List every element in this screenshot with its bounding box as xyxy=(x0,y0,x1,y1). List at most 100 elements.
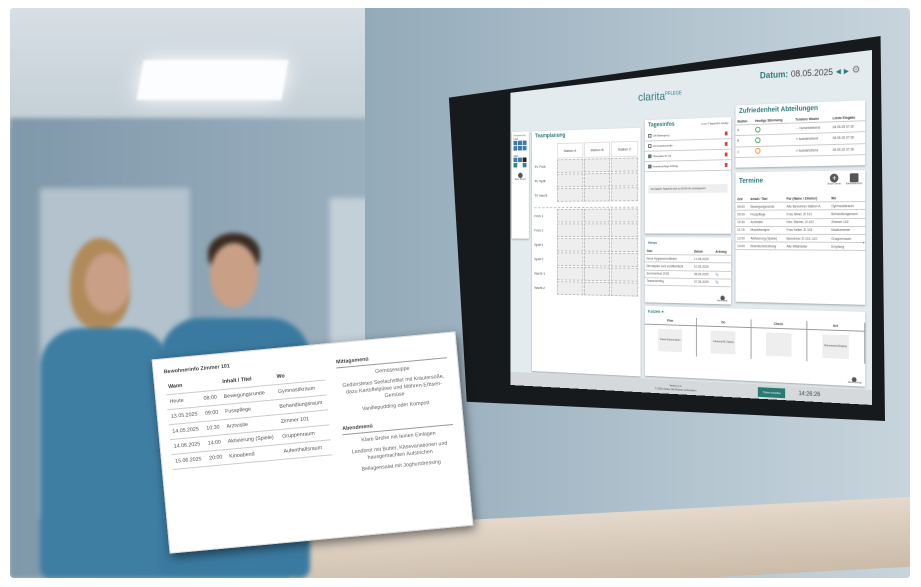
assignment-slot[interactable] xyxy=(583,172,611,187)
kaizen-column: Check xyxy=(751,319,808,362)
shift-row-label: Früh 1 xyxy=(534,209,556,223)
assignment-slot[interactable] xyxy=(556,252,583,267)
avatars-early[interactable] xyxy=(513,140,527,151)
table-cell: 08.05.25 07:30 xyxy=(830,132,866,145)
column-label: Wann xyxy=(167,382,183,391)
assignment-slot[interactable] xyxy=(556,208,583,223)
assignment-slot[interactable] xyxy=(556,223,583,238)
assignment-slot[interactable] xyxy=(611,208,639,223)
checkbox[interactable] xyxy=(648,134,652,138)
scroll-arrows-icon[interactable]: ↕ xyxy=(862,239,865,245)
assignment-slot[interactable] xyxy=(611,157,639,172)
delete-icon[interactable] xyxy=(724,152,728,157)
assignment-slot[interactable] xyxy=(611,223,639,238)
kaizen-card[interactable]: Anleitung Mtl. Zugang xyxy=(711,330,736,355)
new-appointment-label: Neuer Termin xyxy=(827,182,842,186)
table-row[interactable]: C ↗ Aufwärtstrend 08.05.25 07:30 xyxy=(735,143,866,158)
assignment-slot[interactable] xyxy=(611,172,639,187)
task-label: GR Bewegung xyxy=(652,133,670,138)
delete-icon[interactable] xyxy=(724,163,728,167)
table-cell: Frau Meier, Zi 101 xyxy=(784,210,830,219)
new-appointment-button[interactable]: + Neuer Termin xyxy=(827,173,842,186)
table-row[interactable]: 14:00 Brandschutzübung Alle Mitarbeiter Emp… xyxy=(735,241,866,251)
kaizen-card[interactable] xyxy=(765,332,792,357)
kaizen-card[interactable]: Wunschzettel Eingang xyxy=(822,334,849,360)
table-cell: Aktivierung (Spiele) xyxy=(748,234,785,243)
assignment-slot[interactable] xyxy=(556,281,583,296)
assignment-slot[interactable] xyxy=(556,237,583,252)
assignment-slot[interactable] xyxy=(583,281,611,296)
cell-text: Empfang xyxy=(831,244,845,249)
menu-text: Vanillepudding oder Kompott xyxy=(361,399,430,412)
kaizen-card[interactable]: Papier-Dokumentation xyxy=(658,328,683,353)
checkbox[interactable] xyxy=(648,164,652,169)
card-text: Wunschzettel Eingang xyxy=(824,344,847,349)
table-cell: 08.05.25 07:30 xyxy=(830,143,866,156)
avatars-late[interactable] xyxy=(513,157,527,168)
card-text: Anleitung Mtl. Zugang xyxy=(713,340,734,344)
assignment-slot[interactable] xyxy=(583,267,611,282)
assignment-slot[interactable] xyxy=(583,187,611,202)
assignment-slot[interactable] xyxy=(611,282,639,297)
table-row[interactable]: Teammeeting 07.05.2025 📎 xyxy=(644,277,731,287)
info-icon[interactable]: ● xyxy=(661,309,664,314)
table-row[interactable]: 10:30 Arztvisite Herr Steiner, Zi 102 Zimme… xyxy=(735,218,866,227)
tagesinfos-panel: Tagesinfos 2 von 4 Tagesinfos erledigt GR… xyxy=(644,117,731,234)
table-cell: A xyxy=(735,124,754,136)
cell-text: 12.05.2025 xyxy=(693,257,709,261)
table-cell: 15.06.2025 xyxy=(171,451,207,470)
shift-row-label: TV Früh xyxy=(534,159,556,173)
checkbox[interactable] xyxy=(648,154,652,158)
assignment-slot[interactable] xyxy=(583,252,611,267)
progress-note: 2 von 4 Tagesinfos erledigt xyxy=(701,121,729,126)
cell-text: Aufenthaltsraum xyxy=(283,445,323,455)
termine-panel: Termine + Neuer Termin Kalenderansicht Ze… xyxy=(735,170,866,305)
shift-label: Spät 2 xyxy=(534,256,544,262)
assignment-slot[interactable] xyxy=(611,267,639,282)
cell-text: Neue Hygienerichtlinien xyxy=(646,256,677,261)
cell-text: Arztvisite xyxy=(750,220,763,225)
assignment-slot[interactable] xyxy=(583,223,611,238)
table-cell: 11:15 xyxy=(735,226,749,235)
table-cell: Gruppenraum xyxy=(829,234,866,243)
assignment-slot[interactable] xyxy=(556,266,583,281)
date-label: Datum: xyxy=(759,68,789,80)
column-header: Station A xyxy=(556,142,583,159)
assignment-slot[interactable] xyxy=(583,208,611,223)
calendar-view-label: Kalenderansicht xyxy=(845,182,863,186)
next-day-icon[interactable]: ▶ xyxy=(843,67,849,75)
column-label: Do xyxy=(721,320,726,325)
table-cell xyxy=(713,263,731,272)
assignment-slot[interactable] xyxy=(556,173,583,188)
cell-text: 09:00 xyxy=(204,409,219,417)
checkbox[interactable] xyxy=(648,144,652,148)
table-cell: Fusspflege xyxy=(748,210,785,219)
table-cell: Aufenthaltsraum xyxy=(279,439,333,460)
assignment-slot[interactable] xyxy=(611,238,639,253)
prev-day-icon[interactable]: ◀ xyxy=(835,68,841,76)
last-entry: 08.05.25 07:30 xyxy=(832,135,855,141)
cell-text: Musikzimmer xyxy=(831,228,851,233)
delete-icon[interactable] xyxy=(724,142,728,146)
cell-text: Zimmer 102 xyxy=(831,220,849,225)
assignment-slot[interactable] xyxy=(583,158,611,173)
table-cell: Bewohner Zi 101–110 xyxy=(784,234,830,243)
table-cell: Gymnastikraum xyxy=(829,201,866,211)
assignment-slot[interactable] xyxy=(583,237,611,252)
cell-text: 20:00 xyxy=(208,454,223,462)
task-item[interactable]: Krankenpflege Auftrag xyxy=(644,160,731,173)
assignment-slot[interactable] xyxy=(611,252,639,267)
cell-text: Frau Keller, Zi 103 xyxy=(786,228,813,233)
assignment-slot[interactable] xyxy=(556,158,583,173)
ticket-button[interactable]: Ticket erstellen xyxy=(758,386,786,398)
trend: → Gleichbleibend xyxy=(795,125,821,131)
calendar-view-button[interactable]: Kalenderansicht xyxy=(846,173,862,185)
assignment-slot[interactable] xyxy=(556,187,583,202)
kaizen-column: Do Anleitung Mtl. Zugang xyxy=(697,317,752,359)
delete-icon[interactable] xyxy=(724,131,728,136)
assignment-slot[interactable] xyxy=(611,187,639,202)
cell-text: 📎 xyxy=(715,280,720,285)
station: B xyxy=(737,139,740,144)
table-cell xyxy=(713,255,731,264)
gear-icon[interactable]: ⚙ xyxy=(851,64,861,76)
